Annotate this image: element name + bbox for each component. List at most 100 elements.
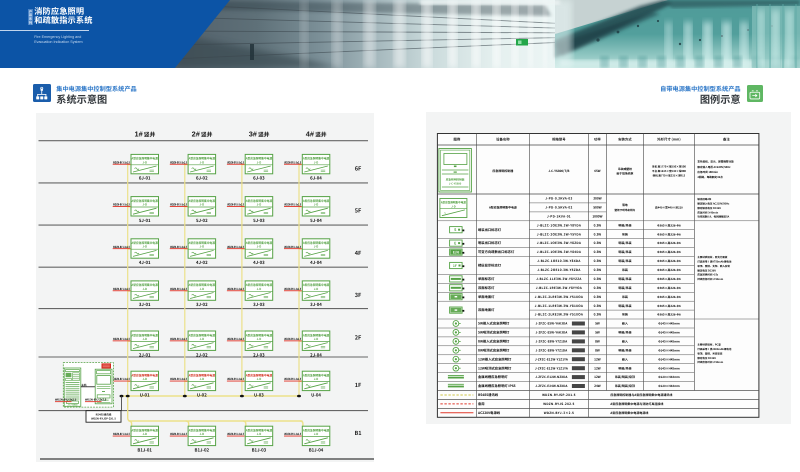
svg-text:WDZN-BYJ-3x2.5: WDZN-BYJ-3x2.5 — [113, 287, 130, 291]
svg-text:0.3W: 0.3W — [593, 294, 601, 299]
svg-text:A型应急照明集中电源: A型应急照明集中电源 — [188, 428, 216, 433]
svg-text:可变方向疏散出口标志灯: 可变方向疏散出口标志灯 — [478, 249, 515, 254]
svg-text:3J-04: 3J-04 — [310, 302, 322, 308]
svg-text:Φ145×H45mm: Φ145×H45mm — [658, 348, 680, 352]
svg-text:A型应急照明集中电源: A型应急照明集中电源 — [302, 156, 330, 161]
svg-text:0.3W: 0.3W — [593, 312, 601, 317]
svg-text:6J-04: 6J-04 — [310, 176, 322, 182]
svg-text:500W: 500W — [593, 205, 601, 210]
svg-text:高440×宽440×深220: 高440×宽440×深220 — [655, 206, 683, 210]
svg-text:备注: 备注 — [723, 137, 730, 142]
svg-text:J-D: J-D — [199, 337, 204, 341]
svg-text:额定输入电压 AC220V/50Hz: 额定输入电压 AC220V/50Hz — [697, 165, 731, 169]
svg-text:0.3W: 0.3W — [593, 276, 601, 281]
svg-text:WDZN-RYJSP-2X1.5: WDZN-RYJSP-2X1.5 — [91, 417, 116, 421]
svg-text:24W: 24W — [594, 383, 601, 388]
svg-text:A型应急照明集中电源: A型应急照明集中电源 — [188, 240, 216, 245]
svg-text:J-ZFZC-E8W-Y7Z1DA: J-ZFZC-E8W-Y7Z1DA — [535, 348, 567, 352]
svg-text:J-BLZC-2LRE3W.3W-Y51XOA: J-BLZC-2LRE3W.3W-Y51XOA — [534, 294, 582, 299]
svg-text:A型应急照明集中电源: A型应急照明集中电源 — [131, 156, 159, 161]
svg-text:A型应急照明集中电源: A型应急照明集中电源 — [302, 332, 330, 337]
svg-text:WDZN-BYJ-3x2.5: WDZN-BYJ-3x2.5 — [170, 287, 187, 291]
svg-text:12W嵌入式应急照明灯: 12W嵌入式应急照明灯 — [478, 356, 512, 361]
svg-text:4J-01: 4J-01 — [139, 260, 151, 266]
svg-text:Φ145×H45mm: Φ145×H45mm — [658, 331, 680, 335]
svg-text:设备名称: 设备名称 — [496, 137, 510, 142]
svg-text:J-D: J-D — [257, 203, 262, 207]
svg-text:A型应急照明集中电源: A型应急照明集中电源 — [245, 156, 273, 161]
svg-text:0.3W: 0.3W — [593, 231, 601, 236]
svg-text:额定输出电压 DC36V: 额定输出电压 DC36V — [697, 206, 721, 210]
svg-text:6F: 6F — [355, 165, 362, 173]
svg-text:J-PD-1KVA-01: J-PD-1KVA-01 — [547, 213, 571, 218]
svg-text:WDZN-BYJ-3x2.5: WDZN-BYJ-3x2.5 — [113, 432, 130, 436]
svg-text:A型应急照明集中电源: A型应急照明集中电源 — [188, 282, 216, 287]
svg-text:单面标志灯: 单面标志灯 — [478, 276, 495, 281]
svg-text:J-C-YS800: J-C-YS800 — [99, 399, 110, 402]
svg-text:8W: 8W — [595, 347, 600, 352]
svg-text:单面地面灯: 单面地面灯 — [478, 294, 495, 299]
svg-text:3#竖井: 3#竖井 — [249, 130, 270, 139]
svg-text:3J-03: 3J-03 — [253, 302, 265, 308]
svg-text:A型应急照明集中电源: A型应急照明集中电源 — [131, 373, 159, 378]
svg-text:吸顶、壁挂、吊装安装: 吸顶、壁挂、吊装安装 — [697, 351, 723, 355]
svg-text:J-BLZC-2LRE3W.3W-Y51XOA: J-BLZC-2LRE3W.3W-Y51XOA — [534, 312, 582, 317]
svg-text:Φ145×H45mm: Φ145×H45mm — [658, 357, 680, 361]
svg-text:300W: 300W — [593, 196, 601, 201]
svg-text:U-03: U-03 — [254, 393, 264, 399]
svg-text:J-ZFZC-E5W-Y6K3DA: J-ZFZC-E5W-Y6K3DA — [535, 331, 567, 335]
svg-text:明装/吊装: 明装/吊装 — [618, 286, 631, 290]
svg-text:图例: 图例 — [453, 137, 460, 142]
svg-text:WDZN-BYJ-3x2.5: WDZN-BYJ-3x2.5 — [227, 160, 244, 164]
svg-text:A型应急照明集中电源: A型应急照明集中电源 — [245, 282, 273, 287]
svg-text:WDZN-BYJ-3x2.5: WDZN-BYJ-3x2.5 — [227, 245, 244, 249]
svg-text:2J-01: 2J-01 — [139, 352, 151, 358]
svg-text:5J-02: 5J-02 — [196, 218, 208, 224]
svg-text:J-BLZC-1OE3W.3W-Y84DA: J-BLZC-1OE3W.3W-Y84DA — [536, 249, 580, 254]
svg-text:明装/吊装: 明装/吊装 — [618, 223, 631, 227]
svg-text:J-ZFZC-E24W-NZXDA: J-ZFZC-E24W-NZXDA — [535, 384, 567, 388]
svg-text:8W: 8W — [595, 339, 600, 344]
svg-text:应急时间 ≥90min: 应急时间 ≥90min — [697, 210, 718, 214]
svg-text:A型应急照明集中电源: A型应急照明集中电源 — [245, 373, 273, 378]
svg-text:A型应急照明集中电源: A型应急照明集中电源 — [188, 373, 216, 378]
svg-text:WDZN-BYJ-3x2.5: WDZN-BYJ-3x2.5 — [227, 377, 244, 381]
svg-text:嵌于现场机柜: 嵌于现场机柜 — [616, 172, 633, 176]
svg-text:4J-02: 4J-02 — [196, 260, 208, 266]
svg-text:2J-03: 2J-03 — [253, 352, 265, 358]
svg-text:双面地面灯: 双面地面灯 — [478, 307, 495, 312]
svg-text:A型应急照明集中电源: A型应急照明集中电源 — [131, 332, 159, 337]
svg-text:A型应急照明集中电源: A型应急照明集中电源 — [302, 428, 330, 433]
svg-text:备用: 备用 — [478, 401, 485, 406]
svg-text:J-BLZC-1OE3W.3W-Y8YDA: J-BLZC-1OE3W.3W-Y8YDA — [536, 222, 580, 227]
svg-text:WDZN-BYJ-3x2.5: WDZN-BYJ-3x2.5 — [170, 245, 187, 249]
svg-text:0.3W: 0.3W — [593, 285, 601, 290]
svg-text:嵌入: 嵌入 — [621, 322, 627, 326]
svg-text:5W吸顶式应急照明灯: 5W吸顶式应急照明灯 — [478, 330, 510, 335]
svg-text:Φ120×H43mm: Φ120×H43mm — [658, 375, 680, 379]
svg-text:J-D: J-D — [451, 205, 456, 209]
svg-text:输出回路4条: 输出回路4条 — [697, 197, 711, 201]
svg-text:主机 高1770×宽550×深500: 主机 高1770×宽550×深500 — [651, 165, 686, 169]
svg-text:壁挂于现场机柜内: 壁挂于现场机柜内 — [614, 208, 635, 212]
svg-text:A型应急照明集中电源: A型应急照明集中电源 — [131, 240, 159, 245]
svg-text:WDZN-BYJ-3x2.5: WDZN-BYJ-3x2.5 — [227, 432, 244, 436]
svg-text:吸顶、壁挂、支架、嵌入安装: 吸顶、壁挂、支架、嵌入安装 — [697, 264, 730, 268]
svg-text:双面标志灯: 双面标志灯 — [478, 285, 495, 290]
svg-text:明装/吊装: 明装/吊装 — [618, 304, 631, 308]
svg-text:额定电压 DC36V: 额定电压 DC36V — [697, 356, 716, 360]
svg-text:Φ120×H43mm: Φ120×H43mm — [658, 384, 680, 388]
svg-text:3J-01: 3J-01 — [139, 302, 151, 308]
svg-text:吊装: 吊装 — [621, 268, 627, 272]
svg-text:WDZN-BYJ-3x2.5: WDZN-BYJ-3x2.5 — [227, 203, 244, 207]
svg-text:3J-02: 3J-02 — [196, 302, 208, 308]
svg-text:WDZN-BYJ-3x2.5: WDZN-BYJ-3x2.5 — [113, 160, 130, 164]
svg-text:J-BLZC-1OE10.3W-Y8XDA: J-BLZC-1OE10.3W-Y8XDA — [537, 258, 580, 263]
svg-text:12W: 12W — [594, 365, 601, 370]
svg-text:J-D: J-D — [199, 432, 204, 436]
svg-text:4#竖井: 4#竖井 — [306, 130, 327, 139]
svg-text:Φ365×高326-Φ6: Φ365×高326-Φ6 — [657, 241, 681, 245]
svg-text:J-D: J-D — [199, 287, 204, 291]
svg-text:WDZN-BYJ-3x2.5: WDZN-BYJ-3x2.5 — [170, 377, 187, 381]
svg-text:WDZN-BYJ-3×2.5: WDZN-BYJ-3×2.5 — [543, 410, 573, 415]
